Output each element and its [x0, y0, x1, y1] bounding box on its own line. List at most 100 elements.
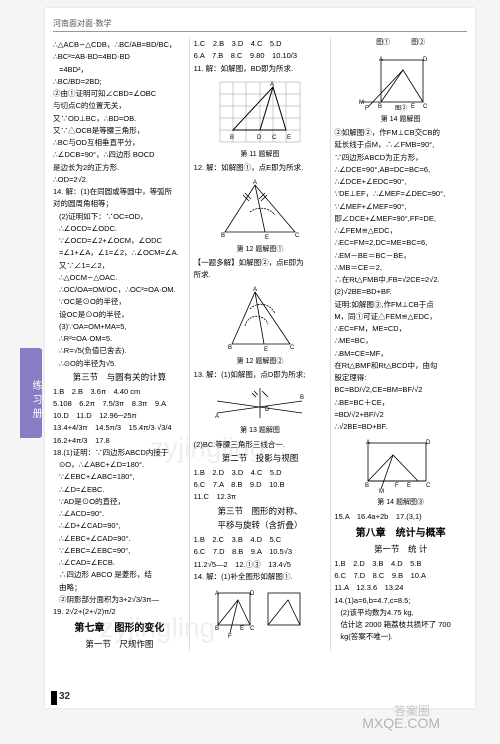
- math-line: ∴BM=CE=MF，: [334, 348, 467, 359]
- math-line: M，同①可证△FEM≌△EDC，: [334, 311, 467, 322]
- svg-text:E: E: [265, 235, 269, 241]
- svg-text:A: A: [215, 414, 219, 420]
- math-line: ∴⊙O的半径为√5.: [53, 358, 186, 369]
- diagram-q14-12: BC AD FE: [210, 585, 310, 640]
- answer-line: 6.C 7.A 8.B 9.D 10.B: [194, 479, 327, 490]
- math-line: ∴∠FEM≌△EDC，: [334, 225, 467, 236]
- svg-text:C: C: [290, 345, 295, 351]
- math-line: ∴∠EBC+∠CAD=90°.: [53, 533, 186, 544]
- math-line: 股定理得:: [334, 372, 467, 383]
- math-line: (2)√2BE=BD+BF.: [334, 286, 467, 297]
- math-line: 在Rt△BMF和Rt△BCD中，由勾: [334, 360, 467, 371]
- answer-line: 6.C 7.D 8.C 9.B 10.A: [334, 570, 467, 581]
- math-line: 即∠DCE+∠MEF=90°,FF=DE,: [334, 213, 467, 224]
- diagram-label: 第 12 题解图①: [194, 245, 327, 256]
- svg-text:C: C: [272, 135, 277, 141]
- math-line: ∴OC/OA=OM/OC，∴OC²=OA·OM.: [53, 284, 186, 295]
- svg-text:B: B: [228, 345, 232, 351]
- answer-line: 1.B 2.B 3.6π 4.40 cm: [53, 386, 186, 397]
- math-line: ∵∠OCD=∠2+∠OCM，∠ODC: [53, 235, 186, 246]
- math-line: ∴∠D+∠CAD=90°,: [53, 520, 186, 531]
- math-line: ∵∠EBC=∠EBC=90°,: [53, 545, 186, 556]
- answer-line: 6.A 7.B 8.C 9.80 10.10/3: [194, 50, 327, 61]
- page-badge: [51, 691, 57, 705]
- svg-text:D: D: [257, 135, 262, 141]
- math-line: ∵AD是⊙O的直径，: [53, 496, 186, 507]
- math-line: ∴EC=FM，ME=CD，: [334, 323, 467, 334]
- diagram-label: 图① 图②: [334, 38, 467, 49]
- svg-text:C: C: [423, 104, 428, 110]
- math-line: ∴△OCM∽△OAC.: [53, 272, 186, 283]
- math-line: ∵∠EBC+∠ABC=180°,: [53, 471, 186, 482]
- svg-text:C: C: [426, 483, 431, 489]
- svg-text:D: D: [250, 591, 255, 597]
- answer-line: 15.A 16.4a+2b 17.(3,1): [334, 511, 467, 522]
- section-title: 第三节 与圆有关的计算: [53, 371, 186, 384]
- math-line: ②如解图②，作FM⊥CB交CB的: [334, 127, 467, 138]
- math-line: ∴BC²=AB·BD=4BD·BD: [53, 51, 186, 62]
- page-number: 32: [59, 690, 70, 704]
- diagram-label: 第 14 题解图: [334, 115, 467, 126]
- answer-line: 1.B 2.D 3.B 4.D 5.B: [334, 558, 467, 569]
- math-line: ∴√2BE=BD+BF.: [334, 421, 467, 432]
- svg-text:E: E: [411, 104, 415, 110]
- svg-text:C: C: [250, 626, 255, 632]
- svg-text:A: A: [253, 180, 257, 186]
- math-line: ∵∠MEF+∠MEF=90°,: [334, 201, 467, 212]
- math-line: ∴R²=OA·OM=5.: [53, 333, 186, 344]
- math-line: 设OC是⊙O的半径，: [53, 309, 186, 320]
- math-line: 14. 解：(1)在同圆或等圆中，等弧所: [53, 186, 186, 197]
- math-line: ∴∠DCE=90°,AB=DC=BC=6,: [334, 164, 467, 175]
- side-tab: 练习册: [20, 348, 42, 438]
- math-line: ∴∠CAD=∠ECB.: [53, 557, 186, 568]
- math-line: ∴EC=FM=2,DC=ME=BC=6,: [334, 237, 467, 248]
- math-line: ∴BC与OD互相垂直平分，: [53, 137, 186, 148]
- answer-line: 11.A 12.3.6 13.24: [334, 582, 467, 593]
- svg-text:B: B: [378, 104, 382, 110]
- answer-line: 11.2√5—2 12.①③ 13.4√5: [194, 559, 327, 570]
- diagram-label: 第 11 题解图: [194, 150, 327, 161]
- svg-text:D: D: [265, 407, 270, 413]
- answer-line: 10.D 11.D 12.96─25π: [53, 410, 186, 421]
- math-line: ∴四边形 ABCO 是菱形，结: [53, 569, 186, 580]
- math-line: ∴OD=2√2.: [53, 174, 186, 185]
- math-line: =4BD²，: [53, 64, 186, 75]
- three-column-layout: ∴△ACB∽△CDB，∴BC/AB=BD/BC， ∴BC²=AB·BD=4BD·…: [53, 38, 467, 651]
- chapter-title: 第七章 图形的变化: [53, 621, 186, 636]
- svg-text:D: D: [426, 440, 431, 446]
- answer-line: 1.C 2.B 3.D 4.C 5.D: [194, 38, 327, 49]
- diagram-q14-3: AD BC ME F: [353, 435, 448, 495]
- math-line: (2)该平均数为4.75 kg,: [334, 607, 467, 618]
- math-line: (3)∵OA=OM+MA=5,: [53, 321, 186, 332]
- page-content: 河南面对面·数学 ∴△ACB∽△CDB，∴BC/AB=BD/BC， ∴BC²=A…: [45, 8, 475, 708]
- svg-text:E: E: [264, 347, 268, 353]
- chapter-title: 第八章 统计与概率: [334, 526, 467, 541]
- answer-line: 13.4+4/3π 14.5π/3 15.4π/3·√3/4: [53, 422, 186, 433]
- math-line: 18.(1)证明：∵四边形ABCD内接于: [53, 447, 186, 458]
- svg-text:A: A: [215, 591, 219, 597]
- math-line: ∴MB＝CE＝2,: [334, 262, 467, 273]
- section-title: 第二节 投影与视图: [194, 452, 327, 465]
- math-line: kg(答案不唯一).: [334, 631, 467, 642]
- diagram-q11: BA ED C: [215, 77, 305, 147]
- diagram-q12-1: AB CE: [215, 177, 305, 242]
- svg-text:M: M: [359, 100, 364, 106]
- math-line: 又∵△OCB是等腰三角形，: [53, 125, 186, 136]
- svg-text:A: A: [253, 287, 257, 293]
- math-line: 又∵∠1=∠2，: [53, 260, 186, 271]
- math-line: 又∵OD⊥BC，∴BD=OB.: [53, 113, 186, 124]
- math-line: 13. 解：(1)如解图，点D即为所求;: [194, 369, 327, 380]
- math-line: =∠1+∠A，∠1=∠2，∴∠OCM=∠A.: [53, 247, 186, 258]
- section-title: 平移与旋转（含折叠）: [194, 519, 327, 532]
- math-line: 由略；: [53, 582, 186, 593]
- svg-text:A: A: [366, 440, 370, 446]
- math-line: ∵OC是⊙O的半径，: [53, 296, 186, 307]
- math-line: 11. 解：如解图，BD即为所求.: [194, 63, 327, 74]
- svg-text:M: M: [379, 489, 384, 495]
- math-line: 14. 解：(1)补全图形如解图①.: [194, 571, 327, 582]
- math-line: ∴在Rt△FMB中,FB=√2CE=2√2.: [334, 274, 467, 285]
- diagram-label: 第 14 题解图③: [334, 498, 467, 509]
- svg-text:F: F: [395, 483, 399, 489]
- svg-text:F: F: [228, 634, 232, 640]
- math-line: 证明:如解图③,作FM⊥CB于点: [334, 299, 467, 310]
